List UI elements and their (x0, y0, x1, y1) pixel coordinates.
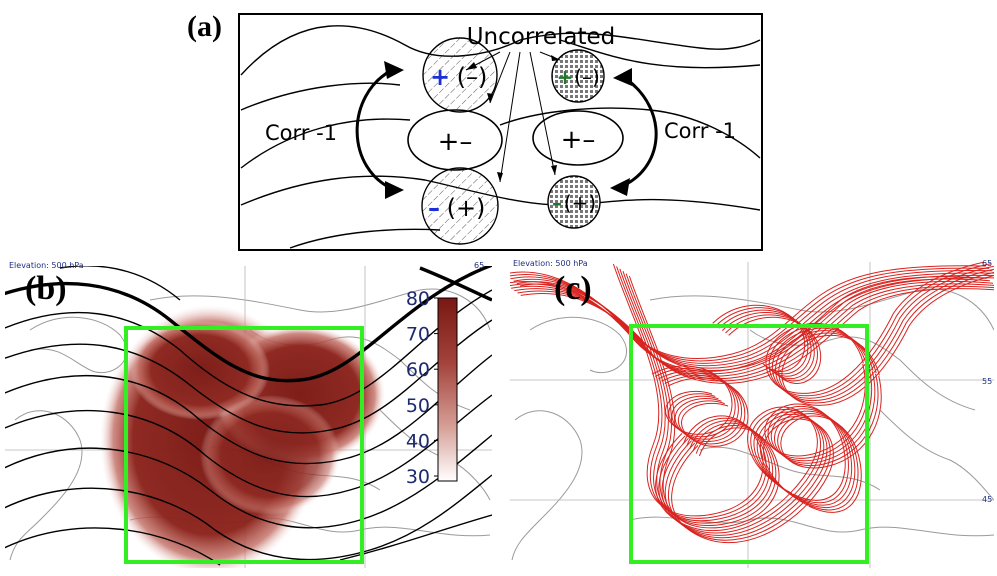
bottom-left-circle (421, 167, 499, 245)
region-box-b (124, 326, 364, 564)
trajectory-line (780, 375, 882, 513)
panel-a-label: (a) (187, 10, 222, 43)
colorbar (437, 297, 458, 482)
corr-right-arrow (617, 76, 658, 190)
arrowhead (385, 181, 404, 199)
corr-right-label: Corr -1 (664, 119, 736, 143)
corr-left-arrow (355, 68, 396, 192)
trajectory-line (715, 307, 809, 375)
trajectory-line (671, 418, 834, 544)
uncorrelated-arrowheads (466, 55, 560, 182)
panel-b: (b) Elevation: 500 hPa 65 80 70 60 50 40 30 (5, 261, 492, 568)
trajectory-line (664, 375, 746, 445)
panel-c: (c) Elevation: 500 hPa 65 55 45 (510, 259, 994, 568)
top-right-sign: + (557, 65, 574, 89)
trajectory-line (781, 274, 994, 406)
top-left-circle (422, 37, 498, 113)
bottom-right-paren: (+) (564, 191, 596, 215)
uncorrelated-label: Uncorrelated (467, 24, 616, 50)
trajectory-line (773, 371, 876, 508)
trajectory-line (712, 304, 806, 372)
trajectory-line (628, 275, 780, 529)
colorbar-tick-label: 30 (406, 466, 430, 488)
top-right-circle (551, 49, 605, 103)
trajectory-line (661, 372, 743, 442)
top-right-paren: (–) (574, 65, 600, 89)
center-right-ellipse (532, 110, 624, 166)
colorbar-tick-label: 70 (406, 324, 430, 346)
trajectories (510, 262, 994, 544)
trajectory-line (667, 377, 749, 447)
panel-c-elevation: Elevation: 500 hPa (513, 259, 588, 268)
panel-c-lat-45: 45 (982, 495, 992, 504)
trajectory-line (520, 288, 994, 384)
panel-c-lat-55: 55 (982, 377, 992, 386)
trajectory-line (775, 268, 994, 402)
trajectory-line (721, 311, 815, 380)
arrowhead (610, 178, 630, 196)
trajectory-line (718, 309, 812, 377)
panel-c-lat-65: 65 (982, 259, 992, 268)
trajectory-line (625, 273, 777, 526)
trajectory-line (725, 314, 818, 382)
bottom-left-sign: – (428, 194, 440, 222)
colorbar-tick-label: 80 (406, 288, 430, 310)
center-left-sign: +– (438, 127, 473, 157)
top-left-sign: + (430, 63, 450, 91)
colorbar-tick-label: 60 (406, 359, 430, 381)
panel-a: (a) Corr -1 Corr -1 +– +– + (–) – (187, 10, 763, 251)
arrowhead (384, 61, 404, 79)
bottom-right-sign: – (552, 191, 562, 215)
colorbar-ticks: 80 70 60 50 40 30 (406, 288, 438, 488)
map-c-background (510, 262, 994, 568)
region-box-c (629, 324, 869, 564)
colorbar-tick-label: 40 (406, 430, 430, 452)
trajectory-line (778, 271, 994, 404)
trajectory-line (777, 373, 879, 511)
panel-b-label: (b) (25, 270, 67, 307)
bottom-right-circle (547, 175, 601, 229)
arrowhead (613, 68, 632, 86)
corr-left-label: Corr -1 (265, 121, 337, 145)
trajectory-line (622, 271, 774, 524)
panel-b-lat-top: 65 (474, 261, 484, 270)
height-contours (5, 266, 492, 566)
trajectory-line (519, 277, 994, 371)
panel-b-elevation: Elevation: 500 hPa (9, 261, 84, 270)
trajectory-line (728, 316, 822, 384)
bottom-left-paren: (+) (447, 194, 486, 222)
streamlines (240, 25, 761, 249)
panel-c-label: (c) (554, 270, 592, 307)
density-field (100, 305, 385, 568)
colorbar-tick-label: 50 (406, 395, 430, 417)
trajectory-line (771, 265, 994, 399)
center-right-sign: +– (561, 125, 596, 155)
trajectory-line (658, 370, 739, 440)
